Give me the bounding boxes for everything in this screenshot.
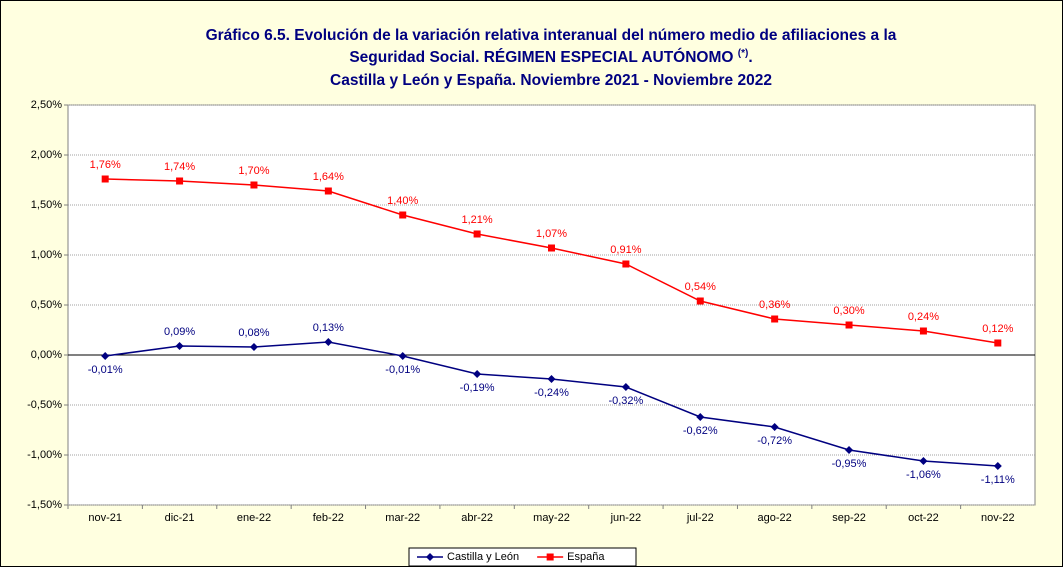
y-tick-label: -0,50% bbox=[27, 399, 62, 411]
marker bbox=[696, 413, 705, 421]
title-text: Seguridad Social. RÉGIMEN ESPECIAL AUTÓN… bbox=[349, 48, 737, 66]
marker bbox=[249, 343, 258, 351]
marker bbox=[324, 338, 333, 346]
x-tick-label: ago-22 bbox=[758, 512, 792, 524]
y-tick-label: 2,50% bbox=[31, 99, 62, 111]
data-label: -0,24% bbox=[534, 387, 569, 399]
y-tick-label: -1,00% bbox=[27, 449, 62, 461]
marker bbox=[250, 181, 258, 189]
title-text: . bbox=[748, 49, 752, 66]
chart-title: Seguridad Social. RÉGIMEN ESPECIAL AUTÓN… bbox=[349, 48, 752, 66]
chart-title: Castilla y León y España. Noviembre 2021… bbox=[330, 72, 772, 89]
legend-label: España bbox=[567, 551, 605, 563]
data-label: 1,07% bbox=[536, 228, 567, 240]
data-label: -0,95% bbox=[832, 458, 867, 470]
x-tick-label: may-22 bbox=[533, 512, 570, 524]
marker bbox=[621, 383, 630, 391]
x-tick-label: dic-21 bbox=[165, 512, 195, 524]
data-label: 0,09% bbox=[164, 326, 195, 338]
data-label: -0,72% bbox=[757, 435, 792, 447]
x-tick-label: jul-22 bbox=[686, 512, 714, 524]
x-tick-label: mar-22 bbox=[385, 512, 420, 524]
y-tick-label: 0,00% bbox=[31, 349, 62, 361]
data-label: 1,74% bbox=[164, 161, 195, 173]
data-label: 0,30% bbox=[833, 305, 864, 317]
marker bbox=[770, 423, 779, 431]
marker bbox=[473, 370, 482, 378]
legend-label: Castilla y León bbox=[447, 551, 519, 563]
marker bbox=[175, 342, 184, 350]
legend-marker bbox=[546, 553, 554, 561]
data-label: 0,08% bbox=[238, 327, 269, 339]
data-label: 1,40% bbox=[387, 195, 418, 207]
x-tick-label: sep-22 bbox=[832, 512, 866, 524]
marker bbox=[845, 321, 853, 329]
x-tick-label: oct-22 bbox=[908, 512, 939, 524]
marker bbox=[919, 327, 927, 335]
data-label: -0,19% bbox=[460, 382, 495, 394]
x-tick-label: feb-22 bbox=[313, 512, 344, 524]
data-label: 1,64% bbox=[313, 171, 344, 183]
data-label: 0,12% bbox=[982, 323, 1013, 335]
y-tick-label: 1,50% bbox=[31, 199, 62, 211]
marker bbox=[548, 244, 555, 252]
marker bbox=[919, 457, 928, 465]
marker bbox=[622, 260, 630, 268]
y-tick-label: 2,00% bbox=[31, 149, 62, 161]
data-label: 0,36% bbox=[759, 299, 790, 311]
x-tick-label: jun-22 bbox=[610, 512, 642, 524]
chart-title: Gráfico 6.5. Evolución de la variación r… bbox=[206, 27, 897, 44]
data-label: -0,01% bbox=[385, 364, 420, 376]
data-label: 0,13% bbox=[313, 322, 344, 334]
marker bbox=[845, 446, 854, 454]
data-label: -1,06% bbox=[906, 469, 941, 481]
data-label: 0,24% bbox=[908, 311, 939, 323]
y-tick-label: -1,50% bbox=[27, 499, 62, 511]
x-tick-label: nov-22 bbox=[981, 512, 1015, 524]
data-label: 1,21% bbox=[462, 214, 493, 226]
marker bbox=[101, 175, 109, 183]
legend-marker bbox=[426, 553, 434, 561]
marker bbox=[473, 230, 481, 238]
marker bbox=[696, 297, 704, 305]
y-tick-label: 0,50% bbox=[31, 299, 62, 311]
marker bbox=[399, 211, 407, 219]
marker bbox=[176, 177, 184, 185]
marker bbox=[101, 352, 110, 360]
y-tick-label: 1,00% bbox=[31, 249, 62, 261]
x-tick-label: nov-21 bbox=[88, 512, 122, 524]
plot-area bbox=[67, 104, 1036, 506]
x-tick-label: abr-22 bbox=[461, 512, 493, 524]
title-note: (*) bbox=[738, 48, 749, 59]
marker bbox=[994, 339, 1002, 347]
marker bbox=[547, 375, 556, 383]
data-label: 0,91% bbox=[610, 244, 641, 256]
data-label: 1,70% bbox=[238, 165, 269, 177]
marker bbox=[993, 462, 1002, 470]
data-label: -1,11% bbox=[981, 474, 1015, 486]
marker bbox=[324, 187, 332, 195]
legend-box bbox=[408, 547, 637, 567]
x-tick-label: ene-22 bbox=[237, 512, 271, 524]
data-label: 1,76% bbox=[90, 159, 121, 171]
data-label: 0,54% bbox=[685, 281, 716, 293]
marker bbox=[398, 352, 407, 360]
data-label: -0,32% bbox=[608, 395, 643, 407]
data-label: -0,01% bbox=[88, 364, 123, 376]
marker bbox=[771, 315, 779, 323]
data-label: -0,62% bbox=[683, 425, 718, 437]
